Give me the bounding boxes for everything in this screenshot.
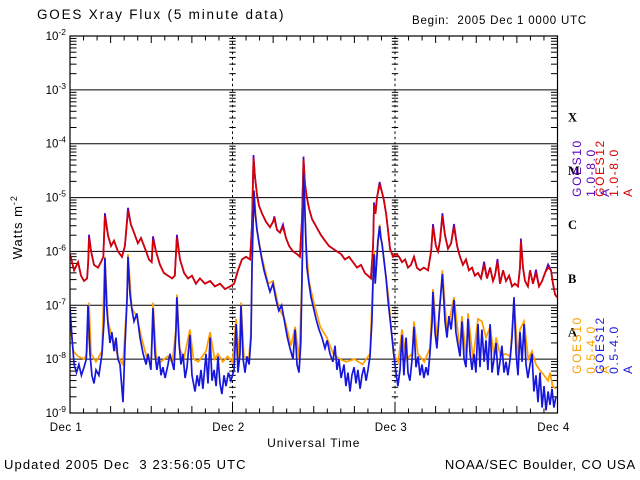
flare-class-letters: X M C B A	[568, 110, 580, 339]
flare-class-letter: C	[568, 218, 577, 232]
source-credit: NOAA/SEC Boulder, CO USA	[444, 457, 636, 472]
flare-class-letter: B	[568, 272, 576, 286]
flare-class-letter: A	[568, 326, 577, 340]
series-goes12-1-0-8-0-a	[70, 158, 558, 298]
x-tick-label: Dec 1	[50, 422, 83, 434]
y-tick-label: 10-3	[46, 81, 67, 97]
y-axis-label-exponent: -2	[8, 195, 19, 206]
flare-class-letter: M	[568, 164, 580, 178]
x-axis-title: Universal Time	[267, 436, 360, 450]
y-tick-label: 10-5	[46, 189, 67, 205]
data-series	[70, 154, 558, 411]
updated-timestamp: Updated 2005 Dec 3 23:56:05 UTC	[4, 457, 247, 472]
y-tick-label: 10-7	[46, 296, 67, 312]
y-tick-label: 10-8	[46, 350, 67, 366]
y-axis-label: Watts m-2	[9, 172, 25, 282]
flare-class-letter: X	[568, 110, 577, 124]
axis-ticks	[69, 36, 558, 413]
series-goes10-1-0-8-0-a	[70, 154, 558, 298]
x-tick-label: Dec 4	[537, 422, 570, 434]
plot-border	[69, 35, 559, 414]
y-tick-label: 10-6	[46, 242, 67, 258]
begin-time-label: Begin: 2005 Dec 1 0000 UTC	[412, 15, 588, 27]
y-tick-labels: 10-2 10-3 10-4 10-5 10-6 10-7 10-8 10-9	[46, 27, 67, 420]
legend-goes12-short: GOES12 0.5-4.0 A	[593, 316, 635, 374]
y-tick-label: 10-2	[46, 27, 67, 43]
series-goes12-0-5-4-0-a	[70, 173, 557, 411]
legend-goes12-long: GOES12 1.0-8.0 A	[593, 139, 635, 197]
x-tick-label: Dec 3	[375, 422, 408, 434]
y-tick-label: 10-9	[46, 404, 67, 420]
x-tick-labels: Dec 1 Dec 2 Dec 3 Dec 4	[50, 422, 570, 434]
x-tick-label: Dec 2	[212, 422, 245, 434]
y-tick-label: 10-4	[46, 135, 67, 151]
y-axis-label-text: Watts m	[10, 205, 26, 260]
page-title: GOES Xray Flux (5 minute data)	[37, 7, 286, 22]
